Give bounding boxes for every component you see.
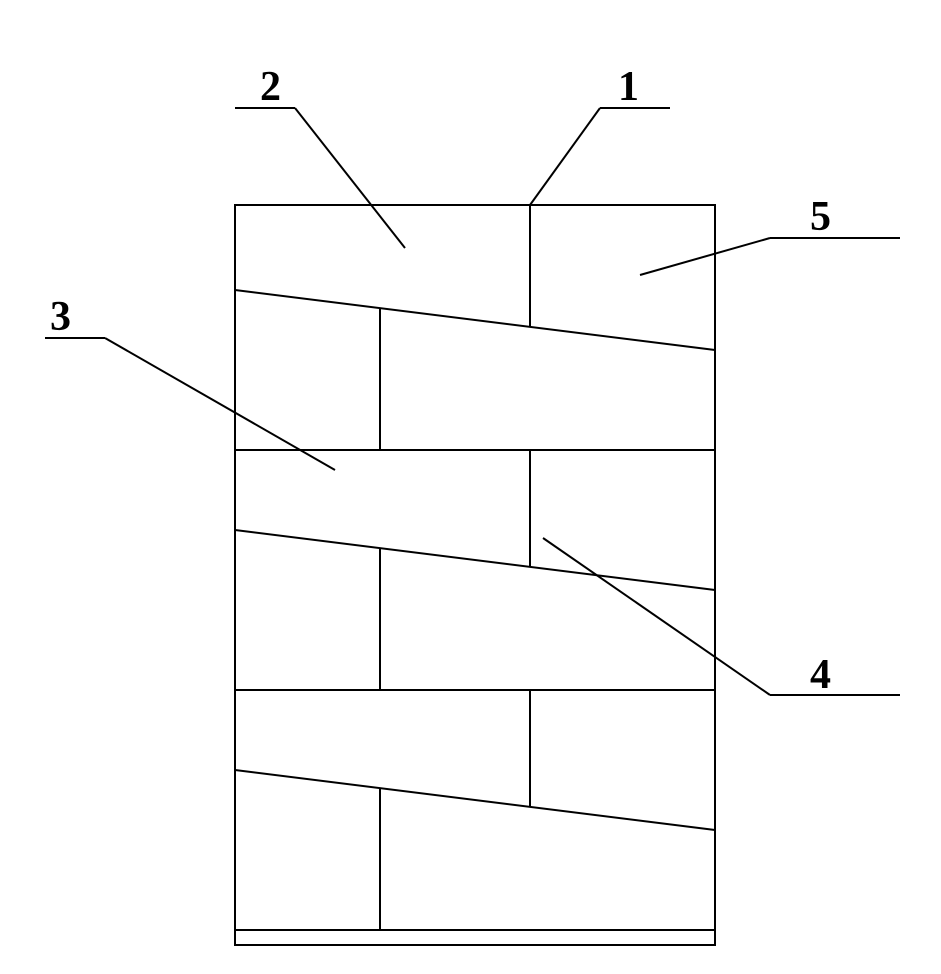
leader-lines xyxy=(45,108,900,695)
callout-label-3: 3 xyxy=(50,294,71,340)
callout-label-4: 4 xyxy=(810,652,831,698)
leader-5 xyxy=(640,238,770,275)
wrap-bands xyxy=(235,290,715,930)
callout-label-1: 1 xyxy=(618,64,639,110)
leader-1 xyxy=(530,108,600,205)
band-top-1 xyxy=(235,290,715,350)
band-top-2 xyxy=(235,530,715,590)
outer-rectangle xyxy=(235,205,715,945)
leader-4 xyxy=(543,538,770,695)
band-top-3 xyxy=(235,770,715,830)
leader-2 xyxy=(295,108,405,248)
callout-label-5: 5 xyxy=(810,194,831,240)
vertical-seams xyxy=(380,205,530,930)
callout-label-2: 2 xyxy=(260,64,281,110)
leader-3 xyxy=(105,338,335,470)
